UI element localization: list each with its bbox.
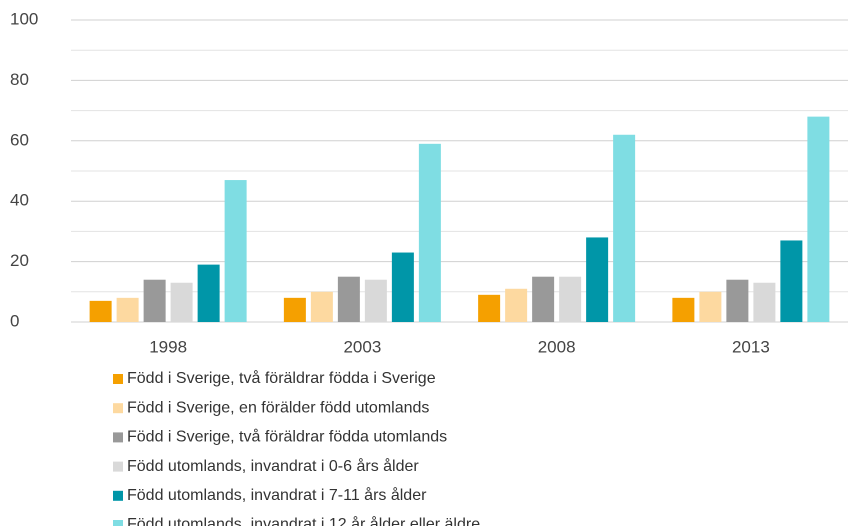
legend-label: Född utomlands, invandrat i 12 år ålder …	[127, 515, 480, 526]
legend-swatch	[113, 490, 123, 501]
y-tick-label: 0	[10, 311, 19, 330]
bar	[672, 297, 695, 322]
x-tick-label: 1998	[149, 337, 187, 356]
y-tick-label: 100	[10, 9, 38, 28]
legend-swatch	[113, 374, 123, 384]
bar	[224, 180, 247, 322]
bar	[559, 276, 582, 322]
legend-swatch	[113, 403, 123, 414]
x-tick-label: 2008	[538, 337, 576, 356]
bar	[89, 300, 112, 322]
legend-label: Född i Sverige, två föräldrar födda i Sv…	[127, 369, 436, 387]
y-tick-label: 60	[10, 130, 29, 149]
y-tick-label: 40	[10, 191, 29, 210]
y-tick-label: 20	[10, 251, 29, 270]
bar	[505, 288, 528, 322]
bar	[478, 294, 501, 322]
bar	[586, 237, 609, 322]
bar	[807, 116, 830, 322]
bar	[753, 282, 776, 322]
bar	[310, 291, 333, 322]
bar	[699, 291, 722, 322]
bar	[337, 276, 360, 322]
bar	[532, 276, 555, 322]
bar	[364, 279, 387, 322]
legend-label: Född i Sverige, en förälder född utomlan…	[127, 399, 429, 416]
x-tick-label: 2013	[732, 337, 770, 356]
x-tick-label: 2003	[343, 337, 381, 356]
bar	[116, 297, 139, 322]
bar	[780, 240, 803, 322]
bar	[613, 134, 636, 322]
bar	[391, 252, 414, 322]
legend-swatch	[113, 432, 123, 443]
legend: Född i Sverige, två föräldrar födda i Sv…	[113, 369, 480, 531]
legend-swatch	[113, 520, 123, 530]
bar	[170, 282, 193, 322]
legend-label: Född utomlands, invandrat i 0-6 års ålde…	[127, 457, 419, 475]
bar	[143, 279, 166, 322]
bar	[197, 264, 220, 322]
bar	[726, 279, 749, 322]
legend-swatch	[113, 461, 123, 472]
legend-label: Född utomlands, invandrat i 7-11 års åld…	[127, 486, 427, 504]
bar	[283, 297, 306, 322]
legend-label: Född i Sverige, två föräldrar födda utom…	[127, 428, 447, 446]
y-tick-label: 80	[10, 70, 29, 89]
bar	[418, 143, 441, 322]
